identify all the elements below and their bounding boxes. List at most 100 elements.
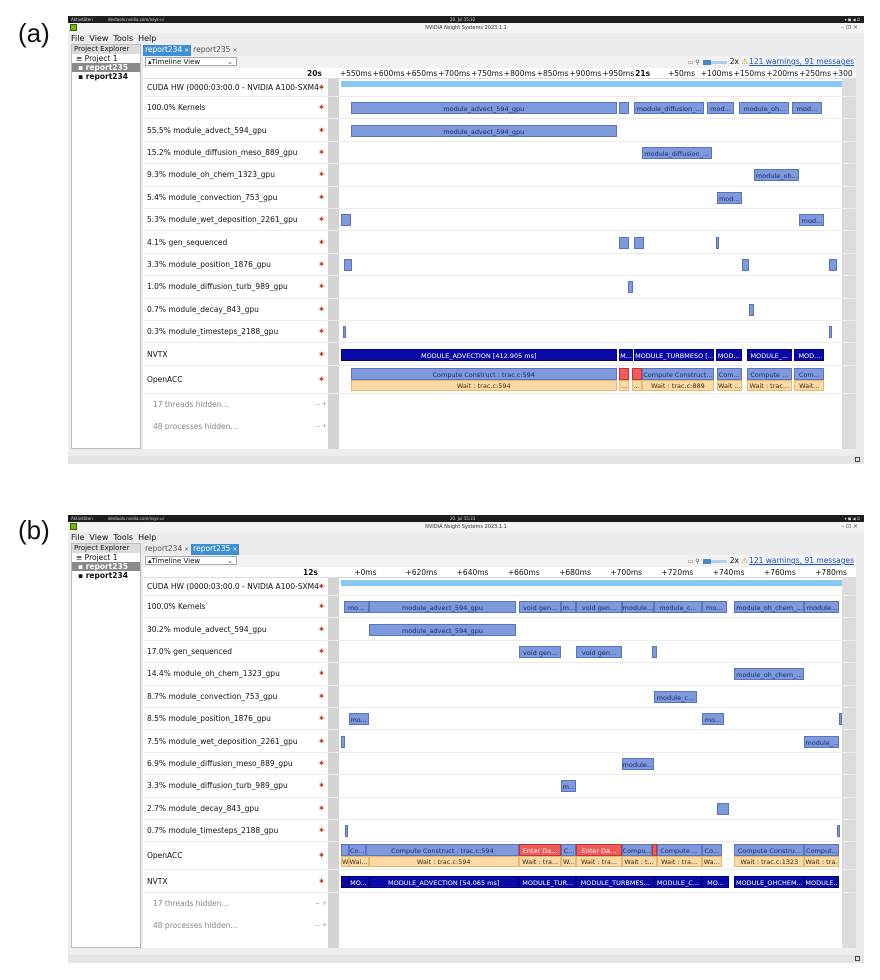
vertical-scrollbar[interactable] — [842, 578, 856, 948]
row-label[interactable]: 100.0% Kernels — [147, 103, 206, 113]
row-label[interactable]: 5.4% module_convection_753_gpu — [147, 192, 278, 202]
kernel-bar[interactable]: mod... — [799, 214, 825, 227]
nvtx-range[interactable]: MO... — [701, 875, 730, 888]
nvtx-range[interactable]: MOD... — [794, 348, 825, 361]
wait-range[interactable]: Wait : tra... — [804, 856, 840, 868]
pin-icon[interactable]: ✱ — [319, 328, 325, 336]
nvtx-range[interactable]: MODULE_TURBMESO [... — [634, 348, 715, 361]
zoom-slider[interactable] — [702, 59, 727, 65]
kernel-bar[interactable]: module_advect_594_gpu — [368, 601, 517, 614]
nvtx-range[interactable]: MODULE_OHCHEM... — [734, 875, 805, 888]
pin-icon[interactable]: ✱ — [319, 692, 325, 700]
nvtx-range[interactable]: MODULE_ADVECTION [412.905 ms] — [341, 348, 617, 361]
kernel-bar[interactable]: void gen... — [518, 645, 562, 658]
kernel-bar[interactable] — [651, 645, 657, 658]
kernel-bar[interactable] — [341, 844, 349, 857]
kernel-bar[interactable]: Co... — [348, 844, 367, 857]
kernel-bar[interactable]: module_diffusion_... — [641, 146, 712, 159]
kernel-bar[interactable] — [343, 258, 353, 271]
kernel-bar[interactable]: mo... — [701, 713, 725, 726]
explorer-item-report235[interactable]: ▪ report235 — [72, 63, 140, 72]
kernel-bar[interactable] — [749, 303, 755, 316]
wait-range[interactable]: Wait : trac.c:1323 — [734, 856, 805, 868]
menu-file[interactable]: File — [71, 34, 85, 43]
vertical-scrollbar[interactable] — [842, 79, 856, 449]
menu-help[interactable]: Help — [138, 533, 157, 542]
activities-button[interactable]: Aktivitäten — [71, 516, 93, 521]
kernel-bar[interactable] — [343, 326, 346, 339]
kernel-bar[interactable]: mo... — [343, 601, 369, 614]
kernel-bar[interactable]: Com... — [716, 367, 742, 380]
row-label[interactable]: 5.3% module_wet_deposition_2261_gpu — [147, 215, 298, 225]
maximize-icon[interactable] — [855, 457, 860, 462]
row-label[interactable]: 17.0% gen_sequenced — [147, 646, 232, 656]
expand-icon[interactable]: − + — [315, 423, 327, 431]
activities-button[interactable]: Aktivitäten — [71, 17, 93, 22]
window-controls[interactable]: – ⊡ × — [841, 24, 858, 31]
row-label[interactable]: 17 threads hidden... — [153, 898, 229, 908]
row-label[interactable]: OpenACC — [147, 851, 183, 861]
menu-file[interactable]: File — [71, 533, 85, 542]
kernel-bar[interactable]: Com... — [794, 367, 825, 380]
pin-icon[interactable]: ✱ — [319, 84, 325, 91]
kernel-bar[interactable]: m... — [561, 780, 577, 793]
kernel-bar[interactable] — [619, 102, 630, 115]
nvtx-range[interactable]: MO... — [348, 875, 369, 888]
wait-range[interactable]: ... — [631, 379, 642, 391]
view-selector[interactable]: ▴Timeline View ⌄ — [145, 556, 237, 565]
expand-icon[interactable]: − + — [315, 899, 327, 907]
row-label[interactable]: 1.0% module_diffusion_turb_989_gpu — [147, 282, 288, 292]
kernel-bar[interactable]: Compute Constru... — [734, 844, 805, 857]
pin-icon[interactable]: ✱ — [319, 737, 325, 745]
data-transfer-range[interactable]: Enter Da... — [518, 844, 562, 857]
row-label[interactable]: NVTX — [147, 349, 168, 359]
kernel-bar[interactable]: module_c... — [654, 601, 702, 614]
pin-icon[interactable]: ✱ — [319, 647, 325, 655]
row-label[interactable]: OpenACC — [147, 374, 183, 384]
kernel-bar[interactable]: module... — [804, 601, 840, 614]
pin-icon[interactable]: ✱ — [319, 238, 325, 246]
row-label[interactable]: 15.2% module_diffusion_meso_889_gpu — [147, 147, 298, 157]
wait-range[interactable]: Wait : trac... — [746, 379, 792, 391]
pin-icon[interactable]: ✱ — [319, 877, 325, 885]
kernel-bar[interactable]: Comput... — [804, 844, 840, 857]
row-label[interactable]: 55.5% module_advect_594_gpu — [147, 125, 267, 135]
wait-range[interactable]: W... — [561, 856, 577, 868]
pin-icon[interactable]: ✱ — [319, 216, 325, 224]
row-label[interactable]: 3.3% module_position_1876_gpu — [147, 259, 271, 269]
wait-range[interactable]: Wait : trac.c:594 — [368, 856, 519, 868]
kernel-bar[interactable]: mod... — [706, 102, 735, 115]
row-label[interactable]: 48 processes hidden... — [153, 921, 238, 931]
row-label[interactable]: 9.3% module_oh_chem_1323_gpu — [147, 170, 276, 180]
kernel-bar[interactable] — [829, 326, 833, 339]
kernel-bar[interactable]: module_oh... — [754, 169, 800, 182]
zoom-icon[interactable]: ▭ ⚲ — [687, 59, 700, 66]
zoom-icon[interactable]: ▭ ⚲ — [687, 558, 700, 565]
wait-range[interactable]: Wait ... — [716, 379, 742, 391]
pin-icon[interactable]: ✱ — [319, 670, 325, 678]
nvtx-range[interactable] — [341, 875, 349, 888]
nvtx-range[interactable]: MODULE_C... — [654, 875, 702, 888]
kernel-bar[interactable]: m... — [561, 601, 577, 614]
nvtx-range[interactable]: MODULE_... — [746, 348, 792, 361]
kernel-bar[interactable]: Compute ... — [746, 367, 792, 380]
kernel-bar[interactable] — [627, 281, 634, 294]
kernel-bar[interactable]: mod... — [791, 102, 822, 115]
explorer-item-report235[interactable]: ▪ report235 — [72, 562, 140, 571]
kernel-bar[interactable] — [715, 236, 719, 249]
pin-icon[interactable]: ✱ — [319, 104, 325, 112]
kernel-bar[interactable]: Co... — [701, 844, 722, 857]
explorer-item-report234[interactable]: ▪ report234 — [72, 571, 140, 580]
kernel-bar[interactable] — [619, 236, 630, 249]
expand-icon[interactable]: − + — [315, 400, 327, 408]
tab-report235[interactable]: report235 × — [191, 45, 239, 56]
row-label[interactable]: 48 processes hidden... — [153, 422, 238, 432]
row-label[interactable]: 2.7% module_decay_843_gpu — [147, 803, 259, 813]
row-label[interactable]: 4.1% gen_sequenced — [147, 237, 228, 247]
close-icon[interactable]: × — [230, 47, 238, 54]
row-label[interactable]: 0.7% module_timesteps_2188_gpu — [147, 826, 279, 836]
kernel-bar[interactable] — [345, 825, 348, 838]
pin-icon[interactable]: ✱ — [319, 283, 325, 291]
kernel-bar[interactable]: module_advect_594_gpu — [368, 623, 517, 636]
view-selector[interactable]: ▴Timeline View ⌄ — [145, 57, 237, 66]
